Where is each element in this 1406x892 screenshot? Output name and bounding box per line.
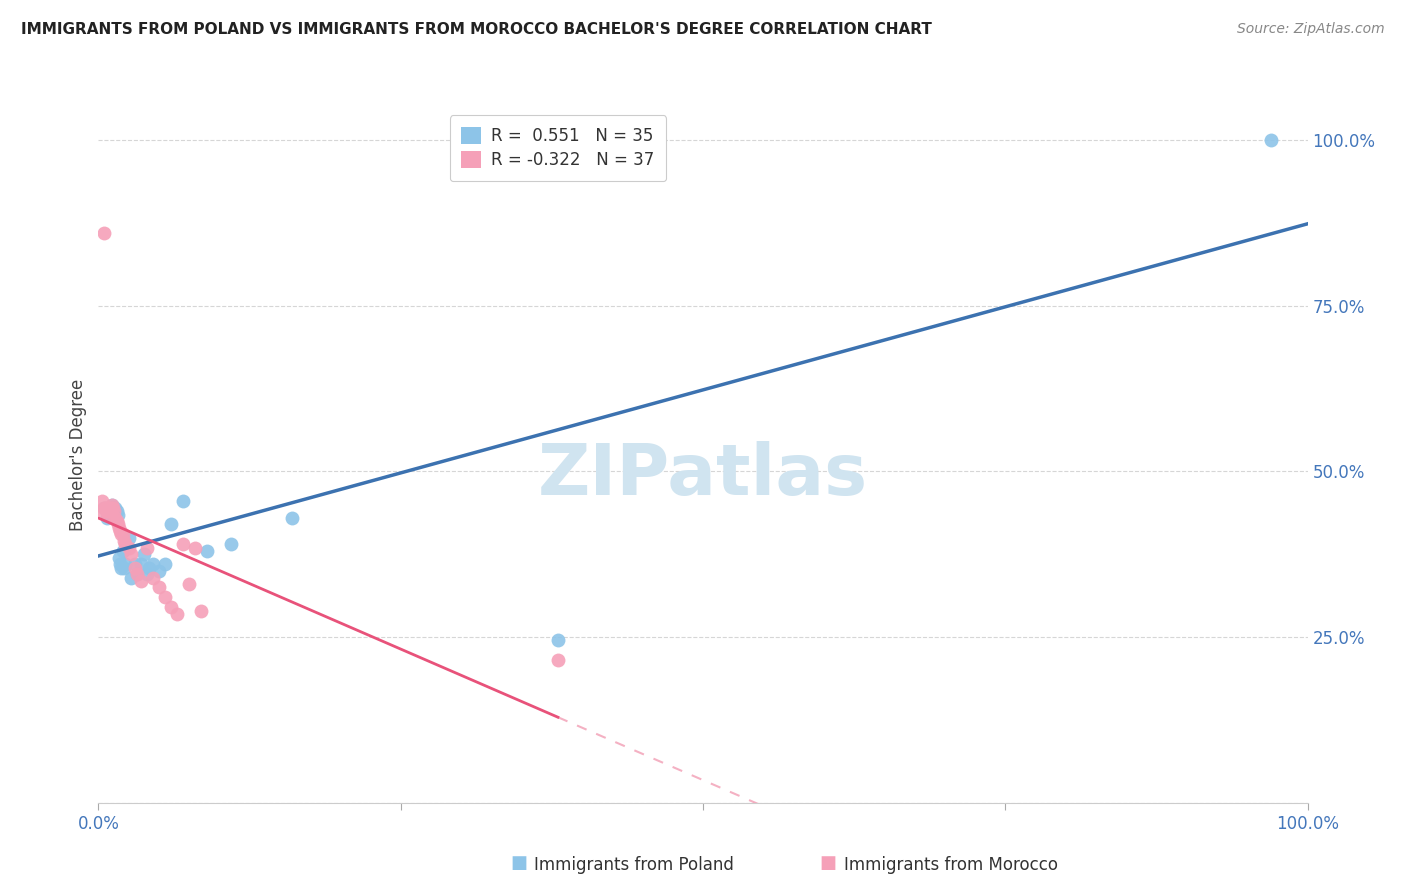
Point xyxy=(98,504,121,518)
Y-axis label: Bachelor's Degree: Bachelor's Degree xyxy=(69,379,87,531)
Point xyxy=(100,498,122,512)
Point xyxy=(142,570,165,584)
Point xyxy=(148,581,170,595)
Point xyxy=(127,567,149,582)
Point xyxy=(111,527,134,541)
Text: IMMIGRANTS FROM POLAND VS IMMIGRANTS FROM MOROCCO BACHELOR'S DEGREE CORRELATION : IMMIGRANTS FROM POLAND VS IMMIGRANTS FRO… xyxy=(21,22,932,37)
Point xyxy=(221,537,243,551)
Point xyxy=(153,591,176,605)
Text: Immigrants from Morocco: Immigrants from Morocco xyxy=(844,856,1057,874)
Legend: R =  0.551   N = 35, R = -0.322   N = 37: R = 0.551 N = 35, R = -0.322 N = 37 xyxy=(450,115,666,181)
Point xyxy=(97,500,120,515)
Point xyxy=(108,521,131,535)
Point xyxy=(190,604,212,618)
Point xyxy=(108,524,131,538)
Point xyxy=(142,558,165,572)
Point xyxy=(160,517,183,532)
Point xyxy=(547,653,569,667)
Point xyxy=(94,500,117,515)
Point xyxy=(138,560,160,574)
Point xyxy=(129,558,152,572)
Point xyxy=(172,494,194,508)
Point xyxy=(97,508,120,522)
Point xyxy=(108,550,131,565)
Point xyxy=(96,504,118,518)
Point xyxy=(96,511,118,525)
Point xyxy=(104,500,127,515)
Point xyxy=(153,558,176,572)
Point xyxy=(100,500,122,515)
Point xyxy=(93,500,115,515)
Point xyxy=(281,511,304,525)
Point xyxy=(100,508,122,522)
Text: Source: ZipAtlas.com: Source: ZipAtlas.com xyxy=(1237,22,1385,37)
Point xyxy=(103,504,125,518)
Point xyxy=(105,514,128,528)
Point xyxy=(108,558,131,572)
Point xyxy=(105,504,128,518)
Point xyxy=(118,541,141,555)
Point xyxy=(91,494,114,508)
Point xyxy=(124,558,146,572)
Point xyxy=(166,607,188,621)
Point xyxy=(120,547,142,561)
Point xyxy=(195,544,218,558)
Point xyxy=(135,541,157,555)
Point xyxy=(135,567,157,582)
Point xyxy=(93,226,115,240)
Point xyxy=(148,564,170,578)
Point xyxy=(110,527,132,541)
Point xyxy=(101,500,124,515)
Point xyxy=(91,504,114,518)
Point xyxy=(1260,133,1282,147)
Point xyxy=(134,547,156,561)
Point xyxy=(107,517,129,532)
Point xyxy=(107,508,129,522)
Text: Immigrants from Poland: Immigrants from Poland xyxy=(534,856,734,874)
Point xyxy=(118,531,141,545)
Point xyxy=(124,560,146,574)
Point xyxy=(114,537,136,551)
Point xyxy=(129,574,152,588)
Point xyxy=(114,558,136,572)
Point xyxy=(547,633,569,648)
Point xyxy=(93,500,115,515)
Point xyxy=(101,500,124,515)
Point xyxy=(172,537,194,551)
Point xyxy=(177,577,201,591)
Point xyxy=(112,560,135,574)
Point xyxy=(103,511,125,525)
Point xyxy=(184,541,207,555)
Point xyxy=(100,498,122,512)
Point xyxy=(104,511,127,525)
Point xyxy=(127,567,149,582)
Point xyxy=(120,570,142,584)
Point xyxy=(110,560,132,574)
Text: ■: ■ xyxy=(510,855,527,872)
Point xyxy=(98,500,121,515)
Text: ■: ■ xyxy=(820,855,837,872)
Point xyxy=(160,600,183,615)
Point xyxy=(112,534,135,549)
Point xyxy=(111,544,134,558)
Text: ZIPatlas: ZIPatlas xyxy=(538,442,868,510)
